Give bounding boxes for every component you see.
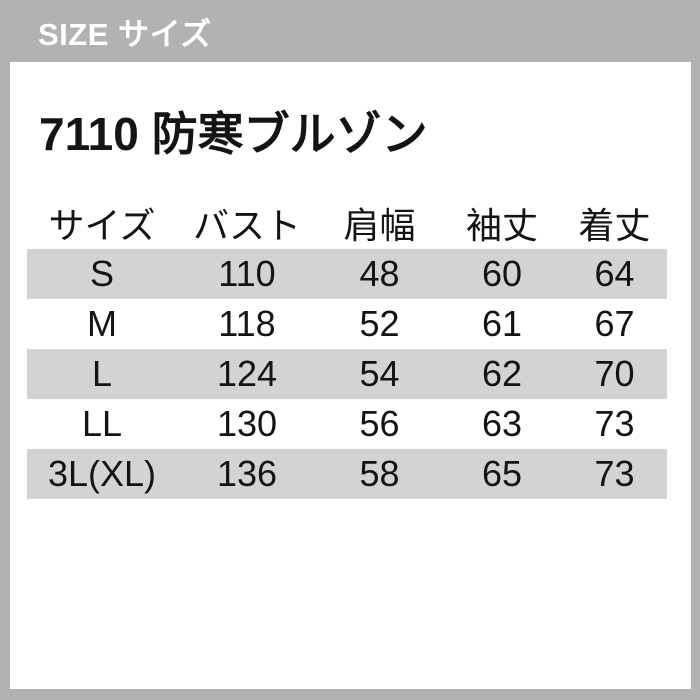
cell-bust: 130 [216, 403, 278, 444]
content-panel: 7110 防寒ブルゾン サイズ バスト 肩幅 袖丈 着丈 S 110 48 [10, 62, 691, 689]
cell-sleeve-length: 65 [481, 453, 523, 494]
cell-body-length: 64 [594, 253, 635, 294]
table-row-l: L 124 54 62 70 [27, 349, 667, 399]
cell-sleeve-length: 61 [481, 303, 523, 344]
cell-bust: 124 [216, 353, 278, 394]
column-header-size: サイズ [48, 205, 156, 246]
column-header-sleeve-length: 袖丈 [465, 205, 538, 246]
cell-shoulder-width: 52 [359, 303, 400, 344]
table-header-row: サイズ バスト 肩幅 袖丈 着丈 [27, 197, 667, 249]
column-header-bust: バスト [192, 205, 301, 246]
table-row-m: M 118 52 61 67 [27, 299, 667, 349]
section-header-bar: SIZE サイズ [0, 0, 700, 62]
cell-shoulder-width: 56 [359, 403, 400, 444]
cell-sleeve-length: 63 [481, 403, 523, 444]
cell-body-length: 73 [594, 453, 635, 494]
cell-bust: 136 [216, 453, 278, 494]
table-row-3l-xl: 3L(XL) 136 58 65 73 [27, 449, 667, 499]
cell-bust: 118 [218, 303, 276, 344]
cell-size: S [89, 253, 114, 294]
cell-shoulder-width: 48 [359, 253, 400, 294]
cell-size: L [91, 353, 113, 394]
cell-size: 3L(XL) [47, 453, 157, 494]
table-row-ll: LL 130 56 63 73 [27, 399, 667, 449]
cell-sleeve-length: 62 [481, 353, 523, 394]
table-row-s: S 110 48 60 64 [27, 249, 667, 299]
cell-sleeve-length: 60 [481, 253, 523, 294]
cell-body-length: 70 [594, 353, 635, 394]
column-header-shoulder-width: 肩幅 [343, 205, 416, 246]
cell-body-length: 67 [594, 303, 635, 344]
cell-bust: 110 [218, 253, 276, 294]
size-table: サイズ バスト 肩幅 袖丈 着丈 S 110 48 60 64 M 118 [27, 197, 667, 499]
section-header-label: SIZE サイズ [38, 16, 212, 52]
product-title: 7110 防寒ブルゾン [39, 108, 428, 160]
cell-shoulder-width: 58 [359, 453, 400, 494]
column-header-body-length: 着丈 [578, 205, 651, 246]
cell-size: LL [81, 403, 123, 444]
cell-body-length: 73 [594, 403, 635, 444]
cell-size: M [87, 303, 117, 344]
cell-shoulder-width: 54 [359, 353, 400, 394]
